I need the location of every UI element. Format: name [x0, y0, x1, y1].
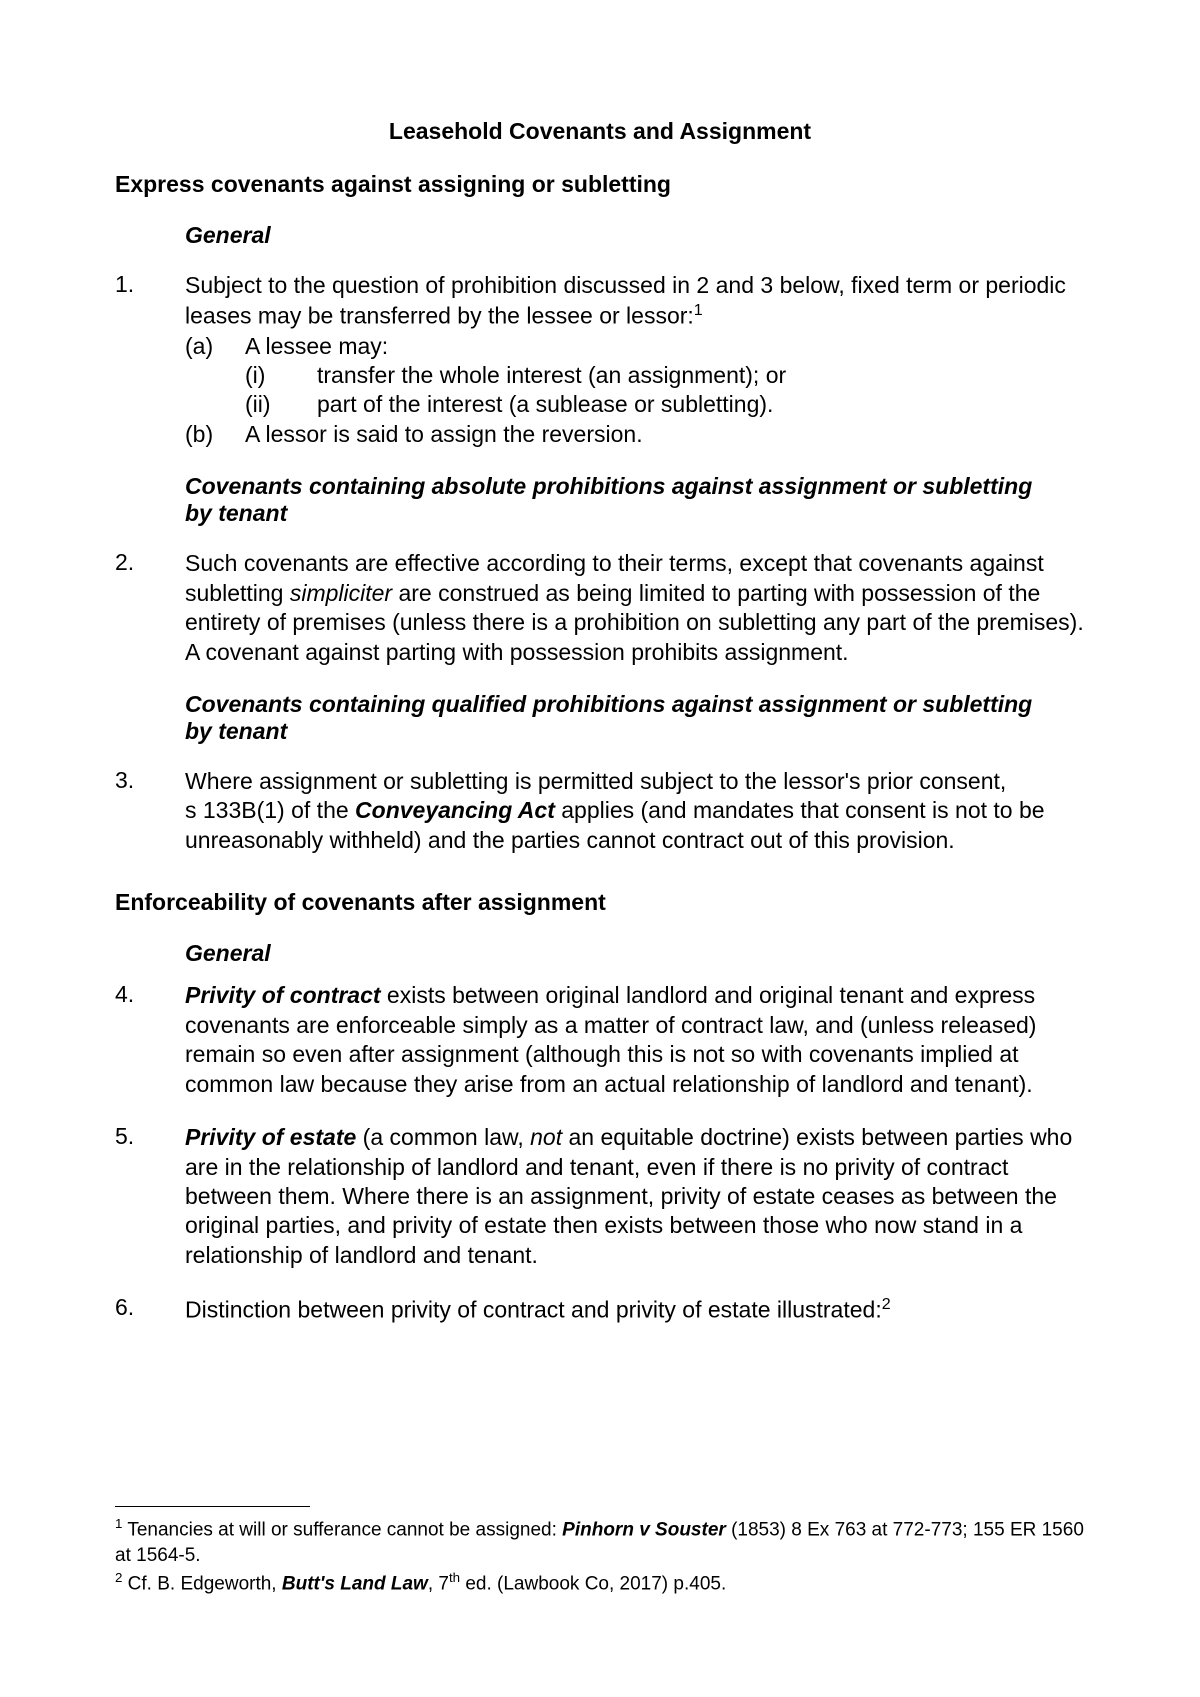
paragraph-body: Privity of contract exists between origi… — [185, 981, 1085, 1099]
act-name: Conveyancing Act — [355, 797, 555, 823]
subitem-b: (b) A lessor is said to assign the rever… — [185, 420, 1085, 449]
subsection-heading: Covenants containing absolute prohibitio… — [185, 473, 1045, 527]
footnote-separator — [115, 1506, 310, 1507]
footnote-2: 2 Cf. B. Edgeworth, Butt's Land Law, 7th… — [115, 1569, 1085, 1597]
subitem-text: A lessee may: — [245, 332, 388, 361]
footnote-1: 1 Tenancies at will or sufferance cannot… — [115, 1515, 1085, 1569]
subitem-text: A lessor is said to assign the reversion… — [245, 420, 643, 449]
paragraph-body: Where assignment or subletting is permit… — [185, 767, 1085, 855]
footnotes-block: 1 Tenancies at will or sufferance cannot… — [115, 1506, 1085, 1597]
paragraph-body: Distinction between privity of contract … — [185, 1294, 1085, 1325]
subitem-label: (b) — [185, 420, 245, 449]
paragraph-4: 4. Privity of contract exists between or… — [115, 981, 1085, 1099]
paragraph-2: 2. Such covenants are effective accordin… — [115, 549, 1085, 667]
page-title: Leasehold Covenants and Assignment — [115, 118, 1085, 145]
footnote-ref: 2 — [882, 1295, 891, 1313]
subsection-heading: General — [185, 940, 1085, 967]
italic-term: not — [530, 1124, 562, 1150]
paragraph-number: 4. — [115, 981, 185, 1099]
paragraph-number: 6. — [115, 1294, 185, 1325]
paragraph-body: Privity of estate (a common law, not an … — [185, 1123, 1085, 1270]
subsection-heading: General — [185, 222, 1085, 249]
subitem-text: part of the interest (a sublease or subl… — [317, 390, 773, 419]
paragraph-text: (a common law, — [356, 1124, 530, 1150]
book-title: Butt's Land Law — [282, 1573, 428, 1594]
defined-term: Privity of contract — [185, 982, 381, 1008]
subitem-i: (i) transfer the whole interest (an assi… — [245, 361, 1085, 390]
subitem-label: (ii) — [245, 390, 317, 419]
footnote-ref: 1 — [694, 301, 703, 319]
defined-term: Privity of estate — [185, 1124, 356, 1150]
paragraph-number: 3. — [115, 767, 185, 855]
subitem-ii: (ii) part of the interest (a sublease or… — [245, 390, 1085, 419]
subsection-heading: Covenants containing qualified prohibiti… — [185, 691, 1045, 745]
paragraph-6: 6. Distinction between privity of contra… — [115, 1294, 1085, 1325]
paragraph-number: 5. — [115, 1123, 185, 1270]
italic-term: simpliciter — [290, 580, 392, 606]
paragraph-number: 2. — [115, 549, 185, 667]
subitem-text: transfer the whole interest (an assignme… — [317, 361, 786, 390]
case-name: Pinhorn v Souster — [562, 1520, 726, 1541]
paragraph-text: Distinction between privity of contract … — [185, 1297, 882, 1323]
footnote-text: Tenancies at will or sufferance cannot b… — [122, 1520, 562, 1541]
subitem-label: (a) — [185, 332, 245, 361]
footnote-text: Cf. B. Edgeworth, — [122, 1573, 281, 1594]
ordinal-suffix: th — [449, 1570, 460, 1585]
paragraph-1: 1. Subject to the question of prohibitio… — [115, 271, 1085, 449]
subitem-a: (a) A lessee may: — [185, 332, 1085, 361]
footnote-text: , 7 — [428, 1573, 449, 1594]
paragraph-number: 1. — [115, 271, 185, 449]
paragraph-body: Subject to the question of prohibition d… — [185, 271, 1085, 449]
paragraph-text: Subject to the question of prohibition d… — [185, 272, 1066, 329]
document-page: Leasehold Covenants and Assignment Expre… — [0, 0, 1200, 1697]
subitem-label: (i) — [245, 361, 317, 390]
footnote-text: ed. (Lawbook Co, 2017) p.405. — [460, 1573, 726, 1594]
paragraph-3: 3. Where assignment or subletting is per… — [115, 767, 1085, 855]
paragraph-body: Such covenants are effective according t… — [185, 549, 1085, 667]
section-heading: Express covenants against assigning or s… — [115, 171, 1085, 198]
paragraph-5: 5. Privity of estate (a common law, not … — [115, 1123, 1085, 1270]
section-heading: Enforceability of covenants after assign… — [115, 889, 1085, 916]
